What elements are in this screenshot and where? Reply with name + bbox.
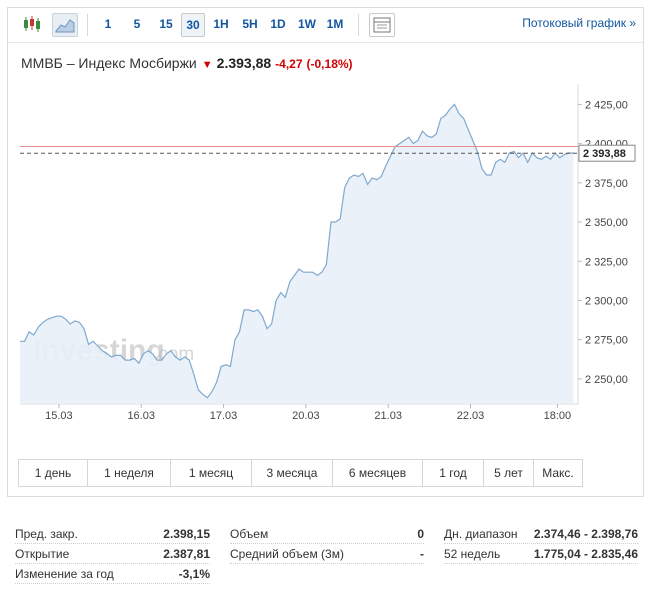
stat-row-52-weeks: 52 недель 1.775,04 - 2.835,46: [444, 544, 638, 564]
instrument-name: ММВБ – Индекс Мосбиржи: [21, 55, 197, 71]
last-price: 2.393,88: [216, 55, 272, 71]
stat-value: 2.387,81: [163, 547, 210, 561]
stat-value: -: [420, 547, 424, 561]
stream-chart-link[interactable]: Потоковый график »: [522, 16, 636, 30]
y-tick-label: 2 275,00: [585, 335, 628, 347]
timeframe-30[interactable]: 30: [181, 13, 205, 37]
stat-label: Изменение за год: [15, 567, 114, 581]
range-5-years[interactable]: 5 лет: [484, 460, 534, 486]
timeframe-1d[interactable]: 1D: [270, 17, 286, 31]
chart-panel: 1 5 15 30 1H 5H 1D 1W 1M Потоковый графи…: [7, 7, 644, 497]
current-price-label: 2 393,88: [583, 148, 626, 160]
instrument-header: ММВБ – Индекс Мосбиржи ▼ 2.393,88 -4,27 (-0,…: [21, 55, 353, 71]
data-table-icon[interactable]: [369, 13, 395, 37]
candlestick-chart-icon[interactable]: [20, 13, 44, 35]
stat-value: 2.374,46 - 2.398,76: [533, 527, 638, 541]
down-arrow-icon: ▼: [201, 59, 213, 71]
stat-label: 52 недель: [444, 547, 501, 561]
range-1-day[interactable]: 1 день: [19, 460, 88, 486]
timeframe-1[interactable]: 1: [104, 17, 112, 31]
stats-column-3: Дн. диапазон 2.374,46 - 2.398,76 52 неде…: [444, 524, 638, 564]
range-1-week[interactable]: 1 неделя: [88, 460, 171, 486]
stat-row-volume: Объем 0: [230, 524, 424, 544]
series-line: [20, 103, 574, 399]
area-chart-icon[interactable]: [52, 13, 78, 37]
y-tick-label: 2 425,00: [585, 99, 628, 111]
range-1-year[interactable]: 1 год: [423, 460, 484, 486]
series-area: [20, 104, 574, 405]
timeframe-1h[interactable]: 1H: [213, 17, 229, 31]
timeframe-15[interactable]: 15: [159, 17, 173, 31]
stat-label: Открытие: [15, 547, 70, 561]
stat-label: Дн. диапазон: [444, 527, 518, 541]
timeframe-1w[interactable]: 1W: [298, 17, 316, 31]
stat-row-open: Открытие 2.387,81: [15, 544, 210, 564]
stat-value: 1.775,04 - 2.835,46: [533, 547, 638, 561]
price-change-percent: (-0,18%): [306, 57, 353, 71]
y-tick-label: 2 375,00: [585, 178, 628, 190]
x-tick-label: 22.03: [457, 410, 485, 422]
stats-column-1: Пред. закр. 2.398,15 Открытие 2.387,81 И…: [15, 524, 210, 584]
x-tick-label: 18:00: [544, 410, 572, 422]
timeframe-5[interactable]: 5: [133, 17, 141, 31]
stat-value: 2.398,15: [163, 527, 210, 541]
chart-toolbar: 1 5 15 30 1H 5H 1D 1W 1M Потоковый графи…: [8, 8, 643, 43]
stat-value: 0: [417, 527, 424, 541]
range-max[interactable]: Макс.: [542, 466, 574, 480]
toolbar-divider: [87, 14, 88, 36]
y-tick-label: 2 325,00: [585, 256, 628, 268]
stat-row-day-range: Дн. диапазон 2.374,46 - 2.398,76: [444, 524, 638, 544]
stat-value: -3,1%: [178, 567, 210, 581]
price-chart: Investing .com 2 425,002 400,002 375,002…: [20, 84, 636, 422]
stat-label: Средний объем (3м): [230, 547, 344, 561]
timeframe-1m[interactable]: 1M: [326, 17, 344, 31]
y-tick-label: 2 300,00: [585, 295, 628, 307]
stat-row-year-change: Изменение за год -3,1%: [15, 564, 210, 584]
range-1-month[interactable]: 1 месяц: [171, 460, 252, 486]
range-selector: 1 день 1 неделя 1 месяц 3 месяца 6 месяц…: [18, 459, 583, 487]
timeframe-5h[interactable]: 5H: [242, 17, 258, 31]
range-3-months[interactable]: 3 месяца: [252, 460, 333, 486]
current-price-tag: [578, 144, 636, 162]
range-6-months[interactable]: 6 месяцев: [333, 460, 423, 486]
stat-row-prev-close: Пред. закр. 2.398,15: [15, 524, 210, 544]
stat-label: Объем: [230, 527, 269, 541]
stat-row-avg-volume: Средний объем (3м) -: [230, 544, 424, 564]
x-tick-label: 15.03: [45, 410, 73, 422]
stats-column-2: Объем 0 Средний объем (3м) -: [230, 524, 424, 564]
price-change: -4,27: [275, 57, 303, 71]
x-tick-label: 21.03: [374, 410, 402, 422]
y-tick-label: 2 350,00: [585, 217, 628, 229]
toolbar-divider: [358, 14, 359, 36]
y-tick-label: 2 250,00: [585, 374, 628, 386]
stat-label: Пред. закр.: [15, 527, 78, 541]
x-tick-label: 16.03: [127, 410, 155, 422]
x-tick-label: 17.03: [210, 410, 238, 422]
x-tick-label: 20.03: [292, 410, 320, 422]
